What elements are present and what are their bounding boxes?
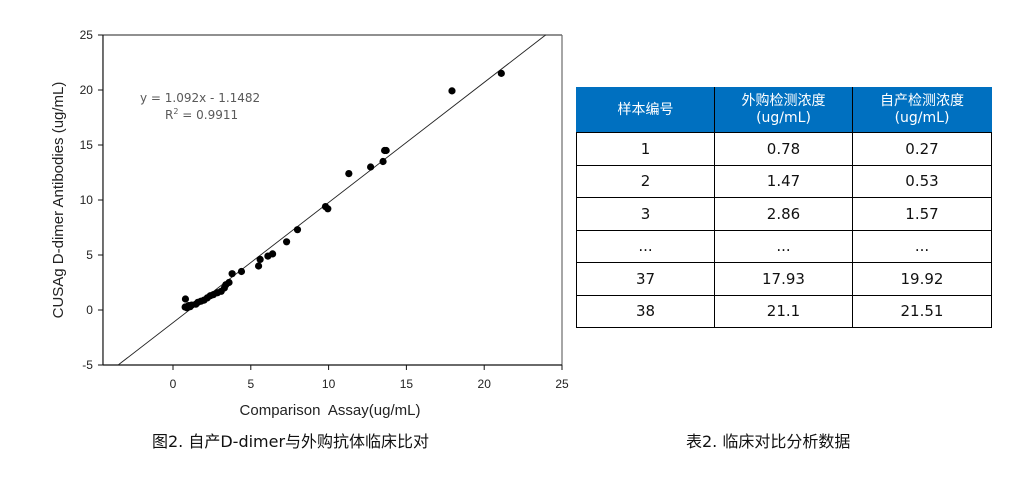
table-row: 2 1.47 0.53 (576, 164, 992, 198)
data-point (268, 250, 277, 258)
regression-line (117, 34, 546, 366)
data-points (181, 69, 505, 312)
cell-inhouse: ... (852, 229, 992, 263)
x-axis-title: Comparison Assay(ug/mL) (240, 402, 421, 419)
data-point (345, 170, 353, 178)
data-point (228, 270, 236, 278)
cell-sample-id: 1 (576, 132, 715, 166)
y-tick-label: 5 (86, 248, 93, 262)
data-point (324, 205, 332, 213)
data-point (256, 255, 264, 263)
x-tick-label: 15 (400, 377, 414, 391)
data-point (497, 69, 505, 77)
table-caption: 表2. 临床对比分析数据 (686, 432, 851, 451)
cell-external: 2.86 (714, 197, 853, 231)
y-axis-title: CUSAg D-dimer Antibodies (ug/mL) (50, 82, 67, 319)
regression-equation: y = 1.092x - 1.1482 (140, 91, 260, 105)
header-sample-id: 样本编号 (576, 87, 715, 133)
x-tick-label: 0 (170, 377, 177, 391)
table-header-row: 样本编号 外购检测浓度 (ug/mL) 自产检测浓度 (ug/mL) (576, 87, 992, 133)
cell-inhouse: 0.53 (852, 164, 992, 198)
header-inhouse-concentration: 自产检测浓度 (ug/mL) (852, 87, 992, 133)
y-axis: -5 0 5 10 15 20 25 (80, 28, 103, 372)
cell-sample-id: 3 (576, 197, 715, 231)
cell-external: 17.93 (714, 262, 853, 296)
header-external-concentration: 外购检测浓度 (ug/mL) (714, 87, 853, 133)
data-point (225, 278, 233, 287)
x-tick-label: 5 (247, 377, 254, 391)
data-point (379, 157, 387, 166)
x-tick-label: 25 (555, 377, 569, 391)
data-point (382, 146, 390, 155)
cell-inhouse: 0.27 (852, 132, 992, 166)
data-point (181, 295, 190, 303)
data-point (254, 262, 263, 270)
data-point (448, 87, 456, 95)
cell-sample-id: 37 (576, 262, 715, 296)
cell-sample-id: ... (576, 229, 715, 263)
x-tick-label: 10 (322, 377, 336, 391)
y-tick-label: 20 (80, 83, 94, 97)
table-row: 1 0.78 0.27 (576, 132, 992, 166)
y-tick-label: -5 (82, 358, 93, 372)
figure-caption: 图2. 自产D-dimer与外购抗体临床比对 (152, 432, 430, 451)
table-row: 3 2.86 1.57 (576, 197, 992, 231)
r-squared-label: R2 = 0.9911 (165, 107, 238, 122)
cell-inhouse: 21.51 (852, 294, 992, 328)
y-tick-label: 25 (80, 28, 94, 42)
table-row-ellipsis: ... ... ... (576, 229, 992, 263)
y-tick-label: 15 (80, 138, 94, 152)
cell-external: ... (714, 229, 853, 263)
table-row: 38 21.1 21.51 (576, 294, 992, 328)
y-tick-label: 0 (86, 303, 93, 317)
data-point (237, 267, 246, 276)
x-axis: 0 5 10 15 20 25 (170, 365, 569, 391)
cell-external: 21.1 (714, 294, 853, 328)
data-point (293, 226, 302, 234)
data-point (282, 238, 291, 246)
cell-inhouse: 19.92 (852, 262, 992, 296)
cell-sample-id: 38 (576, 294, 715, 328)
cell-inhouse: 1.57 (852, 197, 992, 231)
data-point (367, 163, 375, 171)
clinical-comparison-table: 样本编号 外购检测浓度 (ug/mL) 自产检测浓度 (ug/mL) 1 0.7… (576, 87, 992, 328)
cell-external: 1.47 (714, 164, 853, 198)
cell-external: 0.78 (714, 132, 853, 166)
y-tick-label: 10 (80, 193, 94, 207)
x-tick-label: 20 (478, 377, 492, 391)
table-row: 37 17.93 19.92 (576, 262, 992, 296)
cell-sample-id: 2 (576, 164, 715, 198)
